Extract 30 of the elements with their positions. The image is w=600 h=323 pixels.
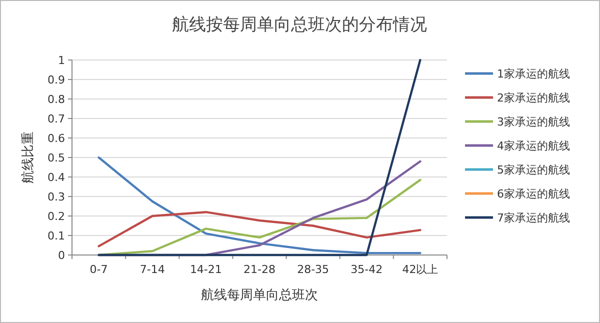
x-tick-label: 35-42: [350, 263, 383, 276]
line-series: [98, 178, 422, 256]
y-tick-label: 0: [58, 248, 65, 262]
y-tick-label: 0.3: [48, 190, 65, 204]
legend-label: 5家承运的航线: [497, 163, 570, 176]
y-tick-label: 0.7: [48, 112, 65, 126]
legend-label: 2家承运的航线: [497, 91, 570, 104]
legend-label: 4家承运的航线: [497, 139, 570, 152]
y-tick-label: 1: [58, 54, 65, 67]
x-tick-label: 0-7: [90, 263, 108, 276]
x-tick-label: 14-21: [190, 263, 222, 276]
y-tick-label: 0.2: [48, 210, 65, 223]
y-tick-label: 0.5: [48, 151, 65, 164]
x-axis-title: 航线每周单向总班次: [201, 288, 318, 303]
x-tick-label: 42以上: [402, 263, 438, 276]
chart-title: 航线按每周单向总班次的分布情况: [172, 15, 427, 35]
y-tick-label: 0.4: [48, 170, 65, 184]
legend-label: 7家承运的航线: [497, 211, 570, 224]
legend-label: 1家承运的航线: [497, 67, 570, 80]
x-tick-label: 28-35: [297, 263, 330, 276]
x-tick-label: 7-14: [140, 263, 165, 276]
line-series: [98, 211, 422, 248]
legend-label: 6家承运的航线: [497, 187, 570, 200]
y-tick-label: 0.9: [48, 73, 65, 86]
y-tick-label: 0.6: [48, 132, 65, 145]
x-tick-label: 21-28: [244, 263, 276, 276]
y-axis-title: 航线比重: [21, 132, 36, 184]
y-tick-label: 0.1: [48, 229, 65, 242]
y-tick-label: 0.8: [48, 92, 65, 106]
legend-label: 3家承运的航线: [497, 115, 570, 128]
